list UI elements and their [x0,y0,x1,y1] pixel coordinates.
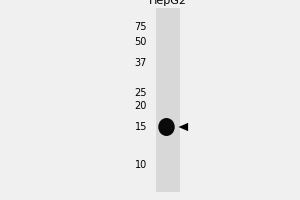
Text: 15: 15 [135,122,147,132]
Text: 10: 10 [135,160,147,170]
Polygon shape [178,123,188,131]
Ellipse shape [158,118,175,136]
Text: 50: 50 [135,37,147,47]
Text: HepG2: HepG2 [149,0,187,6]
Bar [156,8,180,192]
Text: 20: 20 [135,101,147,111]
Text: 25: 25 [134,88,147,98]
Text: 75: 75 [134,22,147,32]
Text: 37: 37 [135,58,147,68]
